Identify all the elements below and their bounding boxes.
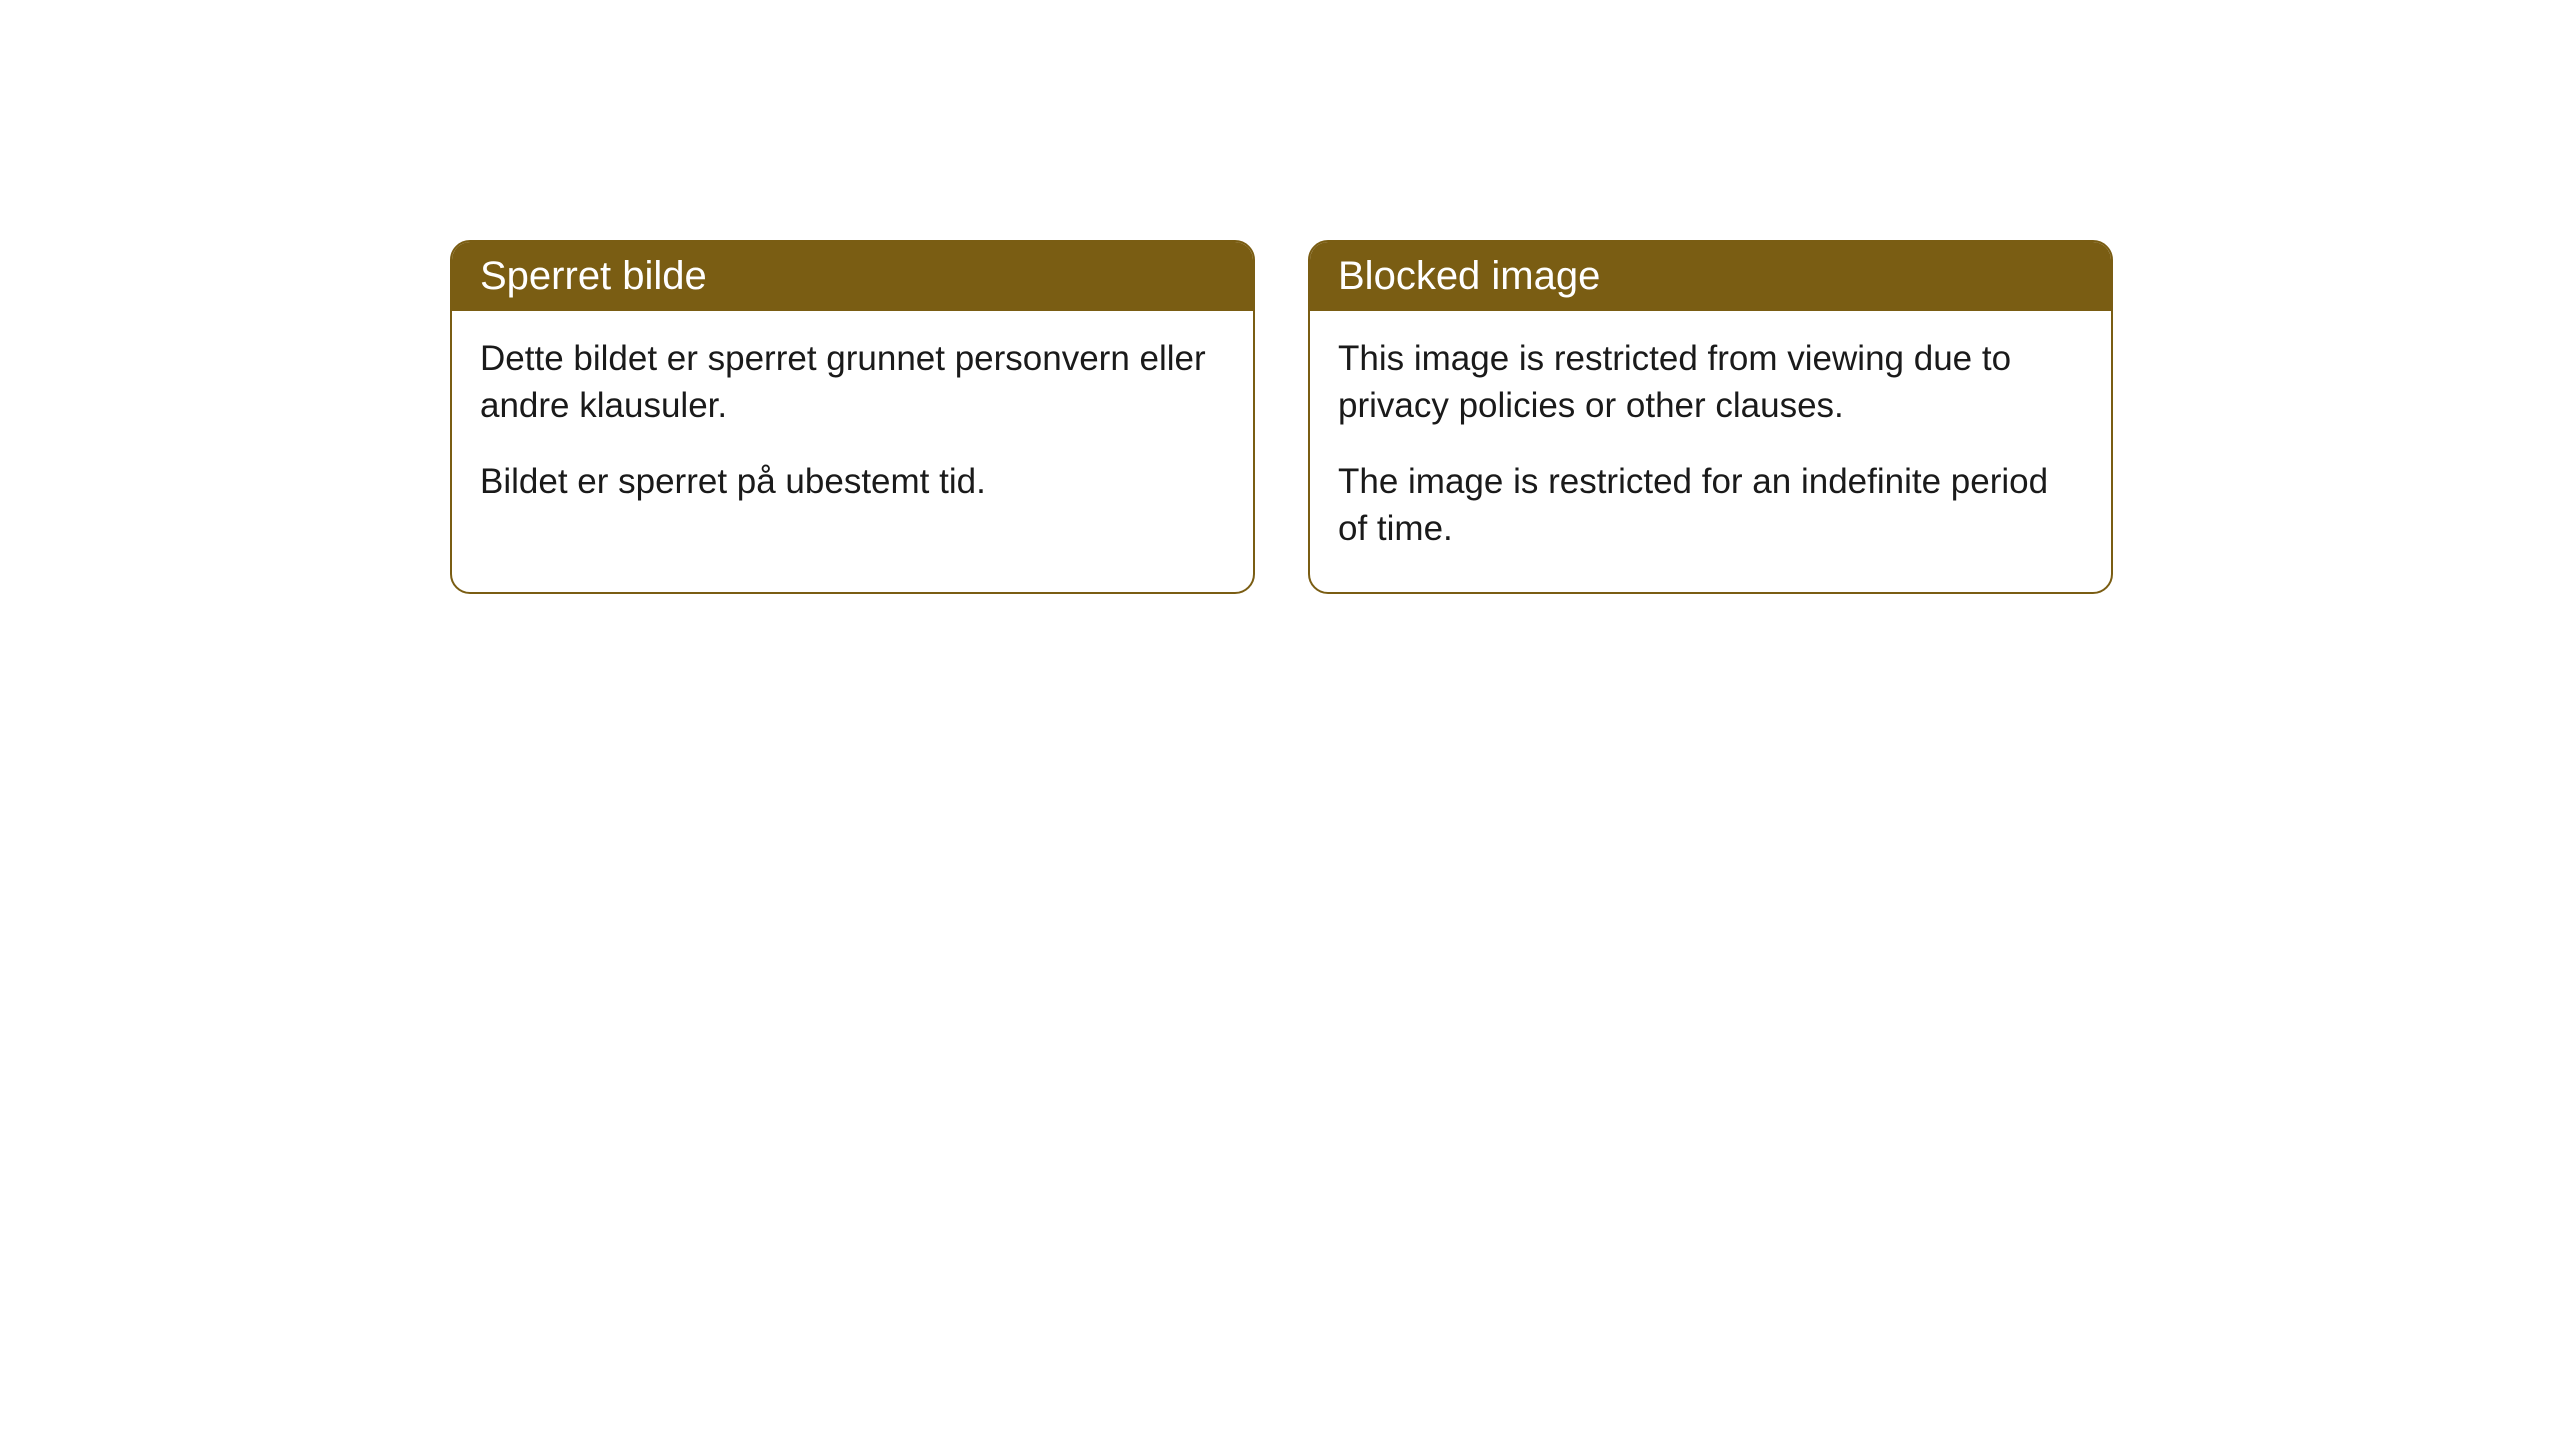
card-paragraph-2: The image is restricted for an indefinit… bbox=[1338, 458, 2083, 553]
card-paragraph-2: Bildet er sperret på ubestemt tid. bbox=[480, 458, 1225, 505]
card-paragraph-1: Dette bildet er sperret grunnet personve… bbox=[480, 335, 1225, 430]
card-header: Sperret bilde bbox=[452, 242, 1253, 311]
card-paragraph-1: This image is restricted from viewing du… bbox=[1338, 335, 2083, 430]
card-title: Blocked image bbox=[1338, 254, 1600, 298]
card-body: This image is restricted from viewing du… bbox=[1310, 311, 2111, 592]
card-body: Dette bildet er sperret grunnet personve… bbox=[452, 311, 1253, 545]
notice-container: Sperret bilde Dette bildet er sperret gr… bbox=[0, 0, 2560, 594]
card-header: Blocked image bbox=[1310, 242, 2111, 311]
card-title: Sperret bilde bbox=[480, 254, 707, 298]
notice-card-norwegian: Sperret bilde Dette bildet er sperret gr… bbox=[450, 240, 1255, 594]
notice-card-english: Blocked image This image is restricted f… bbox=[1308, 240, 2113, 594]
